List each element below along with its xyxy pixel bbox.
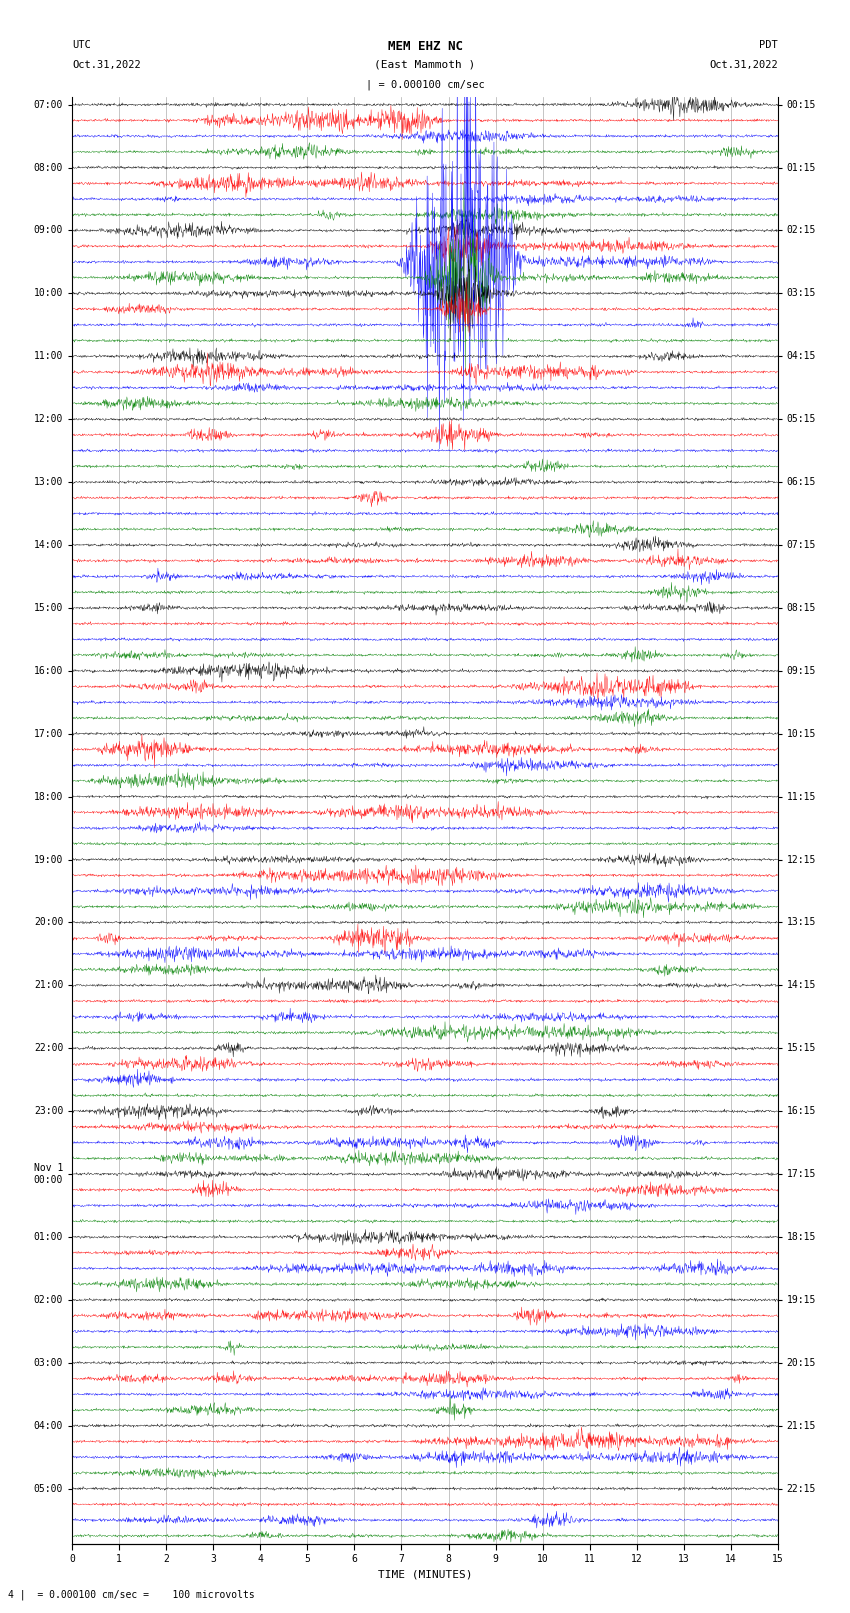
Text: 4 |  = 0.000100 cm/sec =    100 microvolts: 4 | = 0.000100 cm/sec = 100 microvolts: [8, 1589, 255, 1600]
Text: UTC: UTC: [72, 40, 91, 50]
Text: PDT: PDT: [759, 40, 778, 50]
Text: | = 0.000100 cm/sec: | = 0.000100 cm/sec: [366, 79, 484, 90]
Text: Oct.31,2022: Oct.31,2022: [72, 60, 141, 69]
Text: (East Mammoth ): (East Mammoth ): [374, 60, 476, 69]
X-axis label: TIME (MINUTES): TIME (MINUTES): [377, 1569, 473, 1579]
Text: Oct.31,2022: Oct.31,2022: [709, 60, 778, 69]
Text: MEM EHZ NC: MEM EHZ NC: [388, 40, 462, 53]
